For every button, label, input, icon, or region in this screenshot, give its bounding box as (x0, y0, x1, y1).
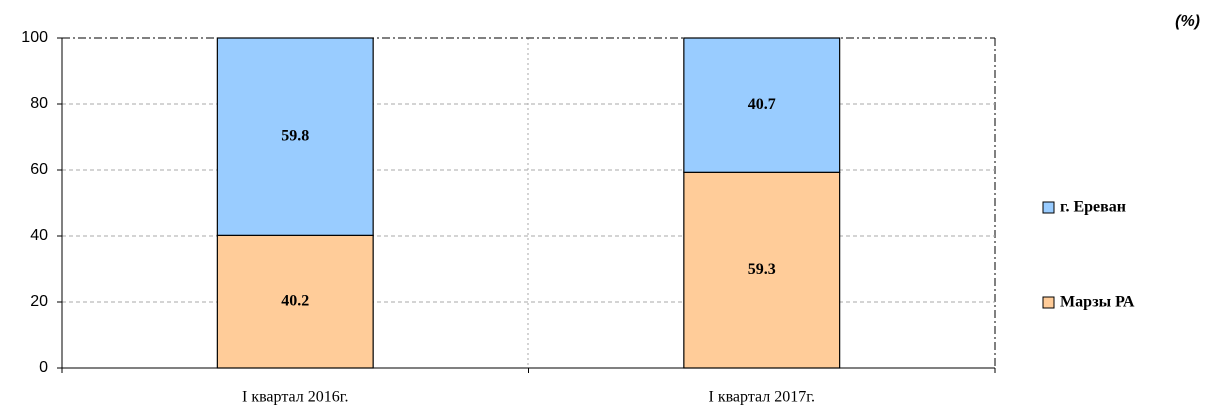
data-label: 40.7 (748, 96, 776, 113)
y-tick-label: 100 (21, 29, 48, 46)
y-tick-label: 20 (30, 293, 48, 310)
legend-label: Марзы РА (1060, 294, 1135, 311)
unit-label: (%) (1175, 13, 1200, 30)
y-tick-label: 0 (39, 359, 48, 376)
data-label: 40.2 (281, 292, 309, 309)
x-tick-label: I квартал 2016г. (242, 389, 349, 406)
legend-swatch (1042, 201, 1055, 214)
data-label: 59.3 (748, 261, 776, 278)
y-tick-label: 60 (30, 161, 48, 178)
x-tick-label: I квартал 2017г. (708, 389, 815, 406)
legend-label: г. Ереван (1060, 199, 1126, 216)
bar-segment (216, 37, 374, 236)
bar-segment (216, 234, 374, 369)
y-tick-label: 80 (30, 95, 48, 112)
y-tick-label: 40 (30, 227, 48, 244)
data-label: 59.8 (281, 127, 309, 144)
legend-swatch (1042, 296, 1055, 309)
bar-segment (683, 37, 841, 173)
